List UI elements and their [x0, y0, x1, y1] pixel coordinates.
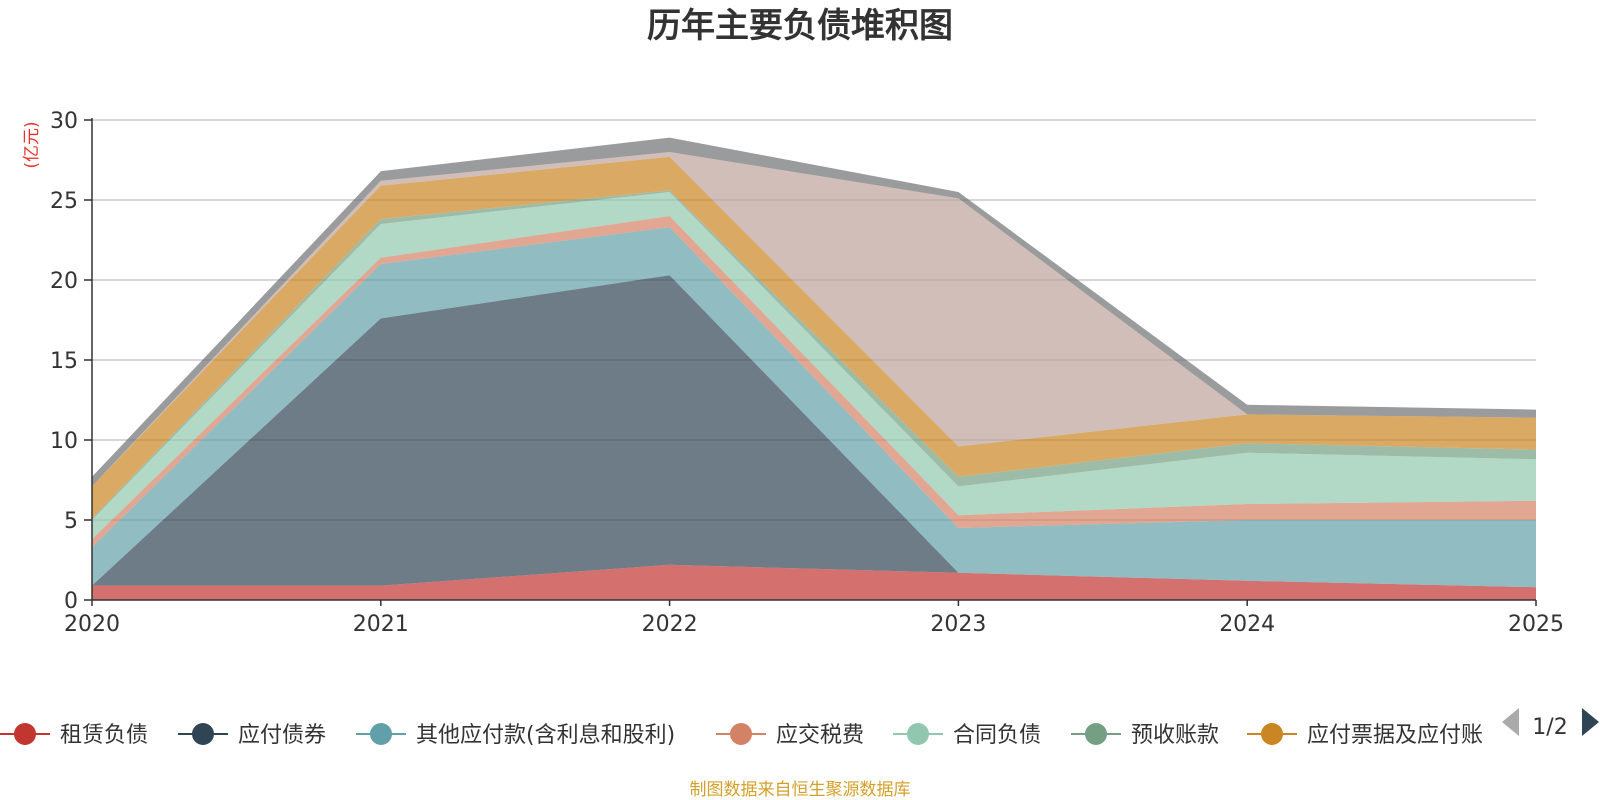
- legend-item[interactable]: 租赁负债: [0, 723, 148, 748]
- legend-marker: [14, 723, 36, 745]
- x-tick-label: 2024: [1219, 612, 1275, 637]
- area-应付票据及应付账款: [92, 156, 1536, 519]
- y-axis-label: (亿元): [22, 121, 42, 168]
- triangle-right-icon[interactable]: [1582, 708, 1599, 736]
- y-tick-label: 15: [50, 349, 78, 374]
- y-tick-label: 20: [50, 269, 78, 294]
- y-tick-label: 10: [50, 429, 78, 454]
- data-source-note: 制图数据来自恒生聚源数据库: [690, 780, 911, 800]
- area-其他应付款(含利息和股利): [92, 227, 1536, 588]
- area-应交税费: [92, 216, 1536, 548]
- legend-marker: [1085, 723, 1107, 745]
- legend-item[interactable]: 应付债券: [178, 723, 326, 748]
- legend-item[interactable]: 合同负债: [893, 723, 1041, 748]
- area-series: [92, 137, 1536, 600]
- y-tick-label: 5: [64, 509, 78, 534]
- x-tick-label: 2021: [353, 612, 409, 637]
- legend-item[interactable]: 预收账款: [1071, 723, 1219, 748]
- x-tick-label: 2020: [64, 612, 120, 637]
- area-其他: [92, 152, 1536, 487]
- legend-label: 其他应付款(含利息和股利): [416, 723, 675, 748]
- x-tick-label: 2022: [642, 612, 698, 637]
- y-tick-label: 25: [50, 189, 78, 214]
- legend-label: 应付债券: [238, 723, 326, 748]
- legend-marker: [907, 723, 929, 745]
- y-tick-label: 30: [50, 109, 78, 134]
- legend-marker: [370, 723, 392, 745]
- legend-label: 应交税费: [776, 723, 864, 748]
- axes: [91, 118, 1537, 606]
- x-tick-label: 2023: [930, 612, 986, 637]
- area-合同负债: [92, 192, 1536, 540]
- legend-item[interactable]: 其他应付款(含利息和股利): [356, 723, 675, 748]
- legend-label: 预收账款: [1131, 723, 1219, 748]
- legend-marker: [192, 723, 214, 745]
- legend-label: 租赁负债: [60, 723, 148, 748]
- legend-item[interactable]: 应交税费: [716, 723, 864, 748]
- y-tick-label: 0: [64, 589, 78, 614]
- legend: 租赁负债 应付债券 其他应付款(含利息和股利) 应交税费 合同负债 预收账款 应付票据及应付…: [0, 723, 1483, 748]
- chart-title: 历年主要负债堆积图: [647, 6, 953, 46]
- legend-label: 合同负债: [953, 723, 1041, 748]
- area-租赁负债: [92, 564, 1536, 600]
- legend-item[interactable]: 应付票据及应付账: [1247, 723, 1483, 748]
- x-tick-labels: 2020 2021 2022 2023 2024 2025: [64, 612, 1564, 637]
- legend-label: 应付票据及应付账: [1307, 723, 1483, 748]
- x-tick-label: 2025: [1508, 612, 1564, 637]
- legend-page-indicator: 1/2: [1532, 715, 1567, 740]
- legend-marker: [730, 723, 752, 745]
- y-tick-labels: 0 5 10 15 20 25 30: [50, 109, 78, 614]
- area-应付债券: [92, 275, 1536, 588]
- triangle-left-icon[interactable]: [1502, 708, 1519, 736]
- legend-marker: [1261, 723, 1283, 745]
